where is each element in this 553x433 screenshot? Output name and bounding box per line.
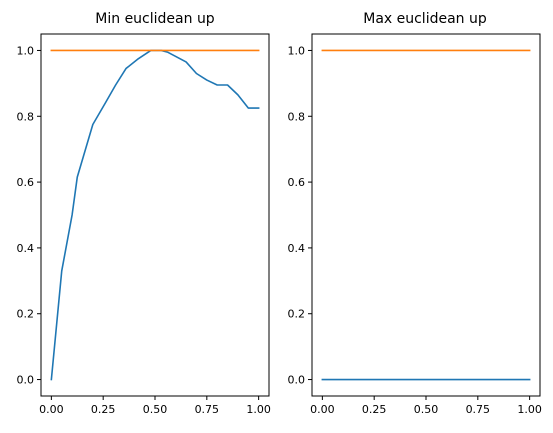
x-tick-label: 0.75 bbox=[195, 403, 220, 416]
x-tick-label: 1.00 bbox=[517, 403, 542, 416]
axes-frame bbox=[311, 33, 541, 397]
x-tick-label: 0.75 bbox=[466, 403, 491, 416]
x-tick-label: 0.00 bbox=[310, 403, 335, 416]
x-tick-label: 0.00 bbox=[39, 403, 64, 416]
y-tick-label: 0.2 bbox=[288, 308, 306, 321]
series-line-0 bbox=[50, 49, 260, 381]
y-tick-label: 0.0 bbox=[288, 374, 306, 387]
y-tick-label: 0.6 bbox=[17, 176, 35, 189]
y-tick-label: 0.0 bbox=[17, 374, 35, 387]
y-tick-label: 0.4 bbox=[17, 242, 35, 255]
y-tick-label: 1.0 bbox=[17, 44, 35, 57]
subplot-min-euclidean-up: Min euclidean up 0.00 0.25 0.50 0.75 1.00 0.0… bbox=[17, 11, 271, 416]
x-tick-label: 0.25 bbox=[91, 403, 116, 416]
y-tick-label: 0.4 bbox=[288, 242, 306, 255]
y-tick-label: 0.8 bbox=[288, 110, 306, 123]
chart-title: Min euclidean up bbox=[95, 11, 215, 27]
x-tick-label: 0.50 bbox=[414, 403, 439, 416]
x-tick-label: 0.50 bbox=[143, 403, 168, 416]
y-tick-label: 0.6 bbox=[288, 176, 306, 189]
y-tick-label: 0.2 bbox=[17, 308, 35, 321]
x-tick-label: 1.00 bbox=[246, 403, 271, 416]
y-tick-label: 0.8 bbox=[17, 110, 35, 123]
x-tick-label: 0.25 bbox=[362, 403, 387, 416]
y-tick-label: 1.0 bbox=[288, 44, 306, 57]
chart-title: Max euclidean up bbox=[363, 11, 487, 27]
subplot-max-euclidean-up: Max euclidean up 0.00 0.25 0.50 0.75 1.00 0.0… bbox=[288, 11, 542, 416]
axes-frame bbox=[40, 33, 270, 397]
